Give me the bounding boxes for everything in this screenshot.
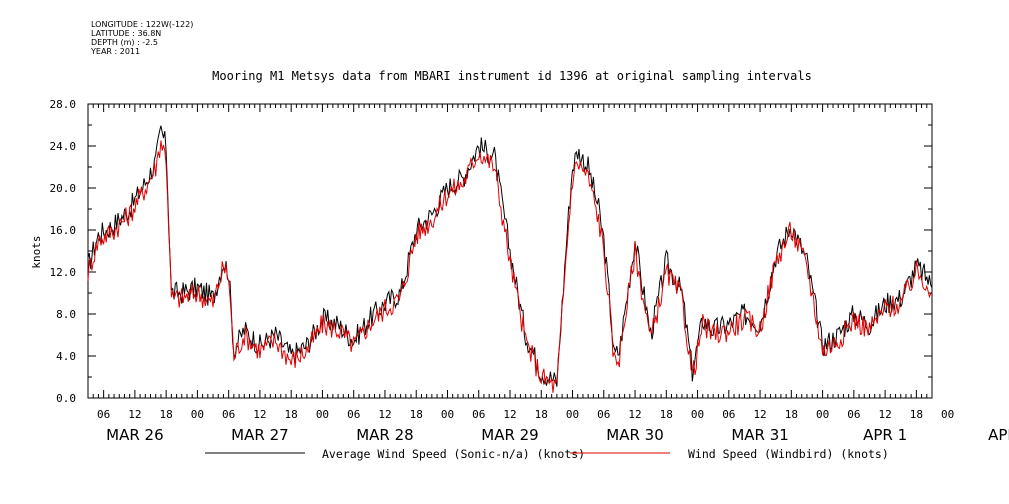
day-label: APR 2 [988, 426, 1009, 444]
legend-label-windbird: Wind Speed (Windbird) (knots) [688, 447, 889, 461]
x-tick-label: 12 [753, 408, 766, 421]
day-label: MAR 27 [231, 426, 288, 444]
day-label: MAR 30 [606, 426, 663, 444]
x-tick-label: 00 [941, 408, 954, 421]
longitude-label: LONGITUDE : 122W(-122) [91, 20, 194, 29]
x-tick-label: 12 [128, 408, 141, 421]
x-tick-label: 00 [816, 408, 829, 421]
x-tick-label: 00 [316, 408, 329, 421]
x-tick-label: 18 [785, 408, 798, 421]
x-tick-label: 18 [410, 408, 423, 421]
x-tick-label: 18 [910, 408, 923, 421]
metadata-block: LONGITUDE : 122W(-122) LATITUDE : 36.8N … [91, 20, 193, 56]
x-tick-label: 12 [628, 408, 641, 421]
legend: Average Wind Speed (Sonic-n/a) (knots) W… [205, 447, 889, 461]
x-tick-label: 00 [566, 408, 579, 421]
day-label: MAR 28 [356, 426, 413, 444]
x-tick-label: 18 [160, 408, 173, 421]
day-label: APR 1 [863, 426, 907, 444]
y-tick-label: 4.0 [56, 350, 76, 363]
y-axis: 0.0 4.0 8.0 12.0 16.0 20.0 24.0 28.0 [50, 98, 932, 405]
depth-label: DEPTH (m) : -2.5 [91, 38, 158, 47]
x-tick-label: 00 [691, 408, 704, 421]
day-label: MAR 26 [106, 426, 163, 444]
series-layer [87, 125, 933, 393]
y-tick-label: 12.0 [50, 266, 77, 279]
day-label: MAR 29 [481, 426, 538, 444]
x-tick-label: 06 [222, 408, 235, 421]
series-line-windbird-wind-speed [87, 140, 933, 393]
year-label: YEAR : 2011 [91, 47, 141, 56]
x-tick-label: 06 [347, 408, 360, 421]
x-tick-label: 18 [535, 408, 548, 421]
y-tick-label: 20.0 [50, 182, 77, 195]
x-tick-label: 12 [503, 408, 516, 421]
x-axis: 06 12 18 00 06 12 18 00 06 12 18 00 06 12 18 00 06 12 18 00… [87, 104, 1009, 444]
latitude-label: LATITUDE : 36.8N [91, 29, 162, 38]
x-tick-label: 06 [472, 408, 485, 421]
x-tick-label: 00 [191, 408, 204, 421]
x-tick-label: 18 [660, 408, 673, 421]
x-tick-label: 06 [597, 408, 610, 421]
legend-label-average: Average Wind Speed (Sonic-n/a) (knots) [322, 447, 585, 461]
chart-title: Mooring M1 Metsys data from MBARI instru… [212, 69, 812, 83]
x-tick-label: 06 [97, 408, 110, 421]
x-tick-label: 00 [441, 408, 454, 421]
day-label: MAR 31 [731, 426, 788, 444]
y-tick-label: 16.0 [50, 224, 77, 237]
x-tick-label: 06 [847, 408, 860, 421]
y-tick-label: 28.0 [50, 98, 77, 111]
x-tick-label: 18 [285, 408, 298, 421]
x-tick-label: 06 [722, 408, 735, 421]
x-tick-label: 12 [253, 408, 266, 421]
y-tick-label: 8.0 [56, 308, 76, 321]
x-tick-label: 12 [878, 408, 891, 421]
y-tick-label: 0.0 [56, 392, 76, 405]
y-axis-label: knots [30, 235, 43, 268]
y-tick-label: 24.0 [50, 140, 77, 153]
x-tick-label: 12 [378, 408, 391, 421]
